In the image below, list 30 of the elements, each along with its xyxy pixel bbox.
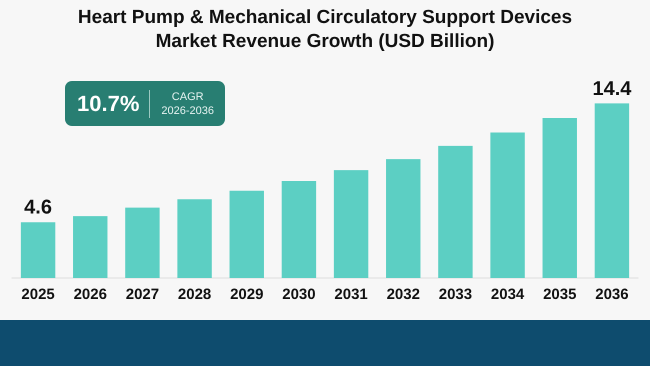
x-tick-label: 2026 xyxy=(74,286,107,304)
cagr-badge: 10.7% CAGR 2026-2036 xyxy=(65,81,225,126)
bar xyxy=(177,199,212,278)
x-tick-label: 2030 xyxy=(282,286,316,304)
annotation: 2026-2036 xyxy=(160,104,215,118)
bar xyxy=(282,181,316,278)
bar xyxy=(73,216,108,278)
bar xyxy=(386,159,420,278)
x-tick-label: 2031 xyxy=(334,286,368,304)
data-label: 14.4 xyxy=(592,78,632,100)
x-tick-label: 2032 xyxy=(386,286,420,304)
x-tick-label: 2036 xyxy=(595,286,629,304)
x-tick-label: 2028 xyxy=(178,286,212,304)
bar xyxy=(594,103,630,278)
bar xyxy=(125,208,160,278)
bar xyxy=(20,222,56,278)
annotation: 10.7% xyxy=(65,90,150,118)
bar xyxy=(230,190,264,278)
chart-title: Heart Pump & Mechanical Circulatory Support Devices Market Revenue Growth (USD Billion) xyxy=(76,6,574,54)
x-tick-label: 2029 xyxy=(230,286,264,304)
bar xyxy=(334,170,368,278)
x-tick-label: 2033 xyxy=(438,286,472,304)
bar xyxy=(490,132,525,278)
x-tick-label: 2025 xyxy=(21,286,55,304)
x-tick-label: 2035 xyxy=(543,286,576,304)
bar xyxy=(438,146,473,278)
bar xyxy=(542,118,577,278)
x-tick-label: 2027 xyxy=(126,286,160,304)
data-label: 4.6 xyxy=(24,196,52,219)
x-tick-label: 2034 xyxy=(490,286,525,304)
